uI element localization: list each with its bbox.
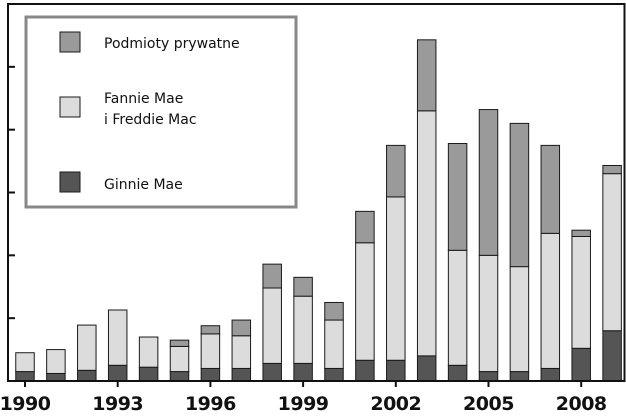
bar-2000-series-1: [325, 320, 344, 368]
bar-2007-series-1: [541, 233, 560, 368]
x-tick-label-1999: 1999: [278, 393, 329, 415]
bar-1995-series-0: [170, 372, 189, 381]
bar-1991-series-1: [47, 350, 66, 374]
bar-2008-series-1: [572, 236, 591, 348]
x-tick-label-1990: 1990: [0, 393, 51, 415]
legend-swatch-0: [60, 32, 80, 52]
bar-2006-series-1: [510, 267, 529, 372]
bar-1999-series-1: [294, 296, 313, 363]
bar-2004-series-1: [448, 250, 467, 365]
bar-2006-series-2: [510, 123, 529, 266]
legend-label-1-line-1: i Freddie Mac: [104, 112, 197, 128]
bar-1994-series-1: [139, 337, 158, 367]
legend-swatch-1: [60, 97, 80, 117]
bar-2002-series-1: [387, 197, 406, 360]
bar-2001-series-2: [356, 211, 375, 242]
bar-2000-series-2: [325, 302, 344, 320]
bar-2003-series-1: [417, 111, 436, 356]
bar-1995-series-2: [170, 340, 189, 346]
bar-1997-series-2: [232, 320, 251, 336]
bar-2008-series-0: [572, 348, 591, 381]
legend-label-2-line-0: Ginnie Mae: [104, 177, 183, 193]
bar-1996-series-1: [201, 334, 220, 369]
legend-swatch-2: [60, 172, 80, 192]
legend-label-1-line-0: Fannie Mae: [104, 91, 183, 107]
bar-1997-series-1: [232, 336, 251, 369]
bar-1999-series-2: [294, 277, 313, 296]
bar-1996-series-0: [201, 368, 220, 381]
bar-1993-series-1: [108, 310, 127, 365]
bar-1992-series-1: [78, 325, 97, 370]
bar-2005-series-1: [479, 255, 498, 371]
x-tick-labels: 1990 1993 1996 1999 2002 2005 2008: [0, 393, 607, 415]
bar-1992-series-0: [78, 370, 97, 381]
bar-2001-series-0: [356, 360, 375, 381]
legend-label-0-line-0: Podmioty prywatne: [104, 36, 240, 52]
bar-2000-series-0: [325, 368, 344, 381]
bar-1995-series-1: [170, 346, 189, 371]
bar-2004-series-2: [448, 143, 467, 250]
bar-2009-series-0: [603, 331, 622, 381]
bar-2001-series-1: [356, 243, 375, 361]
x-tick-label-2008: 2008: [556, 393, 607, 415]
bar-1993-series-0: [108, 365, 127, 381]
bar-1998-series-1: [263, 288, 282, 363]
bar-2009-series-1: [603, 174, 622, 331]
bar-2007-series-2: [541, 145, 560, 233]
bar-1998-series-2: [263, 264, 282, 288]
bar-2002-series-2: [387, 145, 406, 197]
bar-1998-series-0: [263, 363, 282, 381]
bar-1990-series-0: [16, 372, 35, 381]
bar-1991-series-0: [47, 373, 66, 381]
x-tick-label-2002: 2002: [370, 393, 421, 415]
bar-2006-series-0: [510, 372, 529, 381]
bar-1994-series-0: [139, 367, 158, 381]
bar-1997-series-0: [232, 368, 251, 381]
bar-1990-series-1: [16, 353, 35, 372]
bar-2002-series-0: [387, 360, 406, 381]
bar-2008-series-2: [572, 230, 591, 236]
bar-1999-series-0: [294, 363, 313, 381]
bar-2005-series-0: [479, 372, 498, 381]
bar-2007-series-0: [541, 368, 560, 381]
bar-2005-series-2: [479, 110, 498, 256]
bar-2003-series-2: [417, 40, 436, 111]
x-tick-label-2005: 2005: [463, 393, 514, 415]
bar-2003-series-0: [417, 356, 436, 381]
bar-1996-series-2: [201, 326, 220, 334]
x-tick-label-1993: 1993: [92, 393, 143, 415]
bar-2009-series-2: [603, 165, 622, 173]
bar-2004-series-0: [448, 365, 467, 381]
legend: Podmioty prywatne Fannie Mae i Freddie Mac…: [26, 17, 296, 207]
x-tick-label-1996: 1996: [185, 393, 236, 415]
